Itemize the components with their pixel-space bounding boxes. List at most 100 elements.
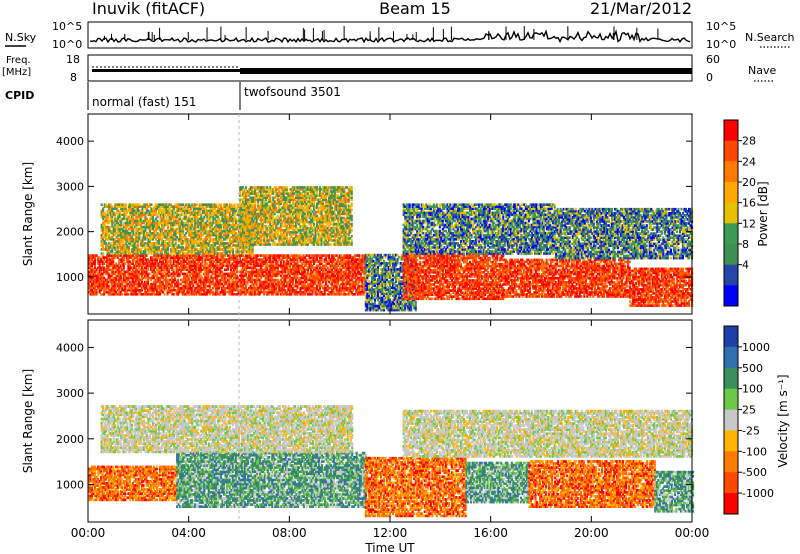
heatmap-cell [118, 270, 121, 274]
heatmap-cell [242, 276, 245, 280]
heatmap-cell [263, 270, 266, 274]
heatmap-cell [116, 278, 119, 282]
heatmap-cell [208, 264, 211, 268]
heatmap-cell [282, 254, 285, 257]
heatmap-cell [147, 221, 150, 225]
heatmap-cell [266, 274, 269, 278]
heatmap-cell [167, 223, 170, 227]
heatmap-cell [347, 268, 350, 272]
heatmap-cell [127, 260, 130, 263]
heatmap-cell [106, 231, 109, 235]
heatmap-cell [285, 260, 288, 263]
heatmap-cell [231, 284, 234, 288]
heatmap-cell [122, 276, 125, 280]
heatmap-cell [242, 284, 245, 288]
heatmap-cell [293, 276, 296, 280]
heatmap-cell [102, 229, 105, 233]
heatmap-cell [220, 258, 223, 261]
heatmap-cell [165, 246, 168, 249]
heatmap-cell [113, 266, 116, 270]
heatmap-cell [112, 242, 115, 245]
heatmap-cell [329, 276, 332, 280]
heatmap-cell [151, 293, 154, 296]
heatmap-cell [353, 276, 356, 280]
heatmap-cell [260, 260, 263, 263]
heatmap-cell [314, 260, 317, 263]
heatmap-cell [173, 252, 176, 255]
heatmap-cell [154, 221, 157, 225]
heatmap-cell [314, 258, 317, 261]
heatmap-cell [195, 203, 198, 206]
heatmap-cell [95, 288, 98, 292]
heatmap-cell [231, 288, 234, 292]
heatmap-cell [126, 235, 129, 239]
heatmap-cell [186, 256, 189, 259]
heatmap-cell [109, 217, 112, 221]
heatmap-cell [156, 262, 159, 265]
heatmap-cell [208, 280, 211, 284]
heatmap-cell [183, 280, 186, 284]
heatmap-cell [214, 272, 217, 276]
heatmap-cell [350, 278, 353, 282]
heatmap-cell [356, 266, 359, 270]
heatmap-cell [109, 288, 112, 292]
heatmap-cell [353, 280, 356, 284]
heatmap-cell [132, 229, 135, 233]
heatmap-cell [335, 293, 338, 296]
header: Inuvik (fitACF) Beam 15 21/Mar/2012 [92, 0, 692, 18]
heatmap-cell [106, 258, 109, 261]
heatmap-cell [234, 274, 237, 278]
heatmap-cell [119, 278, 122, 282]
heatmap-cell [317, 280, 320, 284]
heatmap-cell [124, 270, 127, 274]
heatmap-cell [174, 256, 177, 259]
heatmap-cell [329, 293, 332, 296]
heatmap-cell [98, 256, 101, 259]
heatmap-cell [355, 268, 358, 272]
heatmap-cell [249, 290, 252, 294]
heatmap-cell [171, 288, 174, 292]
heatmap-cell [114, 244, 117, 247]
heatmap-cell [137, 254, 140, 257]
heatmap-cell [170, 205, 173, 208]
heatmap-cell [220, 264, 223, 268]
heatmap-cell [109, 213, 112, 217]
heatmap-cell [204, 276, 207, 280]
heatmap-cell [184, 264, 187, 268]
heatmap-cell [233, 282, 236, 286]
heatmap-cell [123, 252, 126, 255]
heatmap-cell [276, 272, 279, 276]
heatmap-cell [299, 272, 302, 276]
heatmap-cell [220, 288, 223, 292]
heatmap-cell [329, 258, 332, 261]
heatmap-cell [114, 238, 117, 241]
heatmap-cell [187, 260, 190, 263]
heatmap-cell [347, 293, 350, 296]
heatmap-cell [356, 282, 359, 286]
heatmap-cell [118, 240, 121, 243]
heatmap-cell [166, 256, 169, 259]
heatmap-cell [166, 282, 169, 286]
heatmap-cell [112, 270, 115, 274]
heatmap-cell [129, 207, 132, 210]
heatmap-cell [89, 272, 92, 276]
heatmap-cell [199, 286, 202, 290]
heatmap-cell [174, 240, 177, 243]
heatmap-cell [134, 256, 137, 259]
heatmap-cell [134, 272, 137, 276]
heatmap-cell [243, 260, 246, 263]
heatmap-cell [294, 256, 297, 259]
heatmap-cell [245, 266, 248, 270]
heatmap-cell [255, 276, 258, 280]
heatmap-cell [344, 276, 347, 280]
heatmap-cell [323, 272, 326, 276]
heatmap-cell [100, 293, 103, 296]
heatmap-cell [130, 266, 133, 270]
heatmap-cell [217, 284, 220, 288]
heatmap-cell [275, 266, 278, 270]
heatmap-cell [249, 258, 252, 261]
heatmap-cell [193, 274, 196, 278]
heatmap-cell [117, 250, 120, 253]
heatmap-cell [125, 278, 128, 282]
heatmap-cell [114, 205, 117, 208]
